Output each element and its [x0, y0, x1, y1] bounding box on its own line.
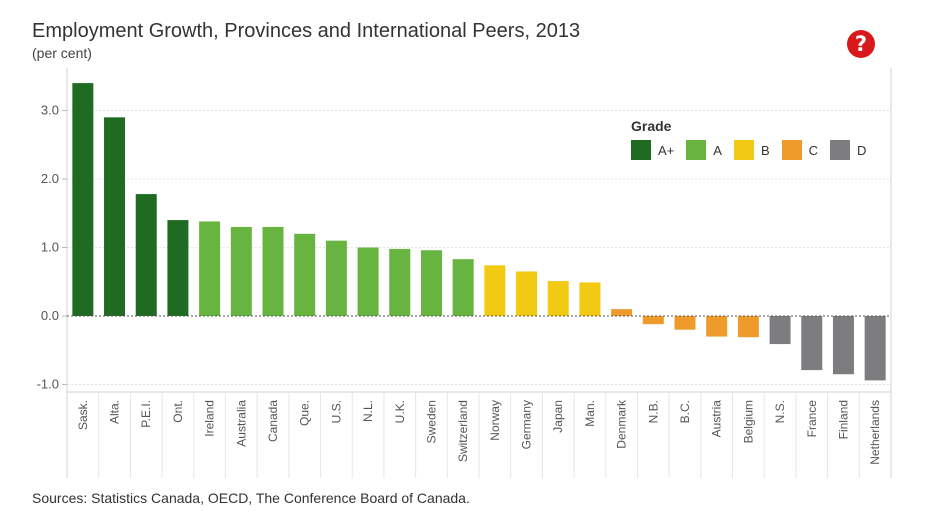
bar-nl [357, 247, 379, 316]
x-tick-label: Canada [266, 400, 280, 442]
legend-item: D [830, 140, 866, 160]
x-tick-label: Alta. [108, 400, 122, 424]
bar-que [294, 233, 316, 316]
bar-canada [262, 226, 284, 316]
legend-items: A+ A B C D [631, 140, 878, 160]
x-tick-label: Denmark [615, 399, 629, 449]
x-tick-label: N.B. [646, 400, 660, 423]
legend: Grade A+ A B C D [631, 118, 878, 160]
bar-france [801, 316, 823, 371]
y-tick-label: 3.0 [41, 103, 59, 118]
legend-swatch [781, 140, 802, 160]
x-tick-label: U.S. [329, 400, 343, 423]
x-tick-label: Japan [551, 400, 565, 433]
source-note: Sources: Statistics Canada, OECD, The Co… [32, 490, 470, 506]
legend-label: D [857, 142, 867, 158]
bar-pei [135, 194, 157, 316]
bar-ont [167, 220, 189, 316]
legend-swatch [830, 140, 850, 160]
question-mark-icon[interactable]: ? [847, 30, 875, 58]
y-tick-label: 0.0 [41, 308, 59, 323]
x-tick-label: Sask. [76, 400, 90, 430]
y-tick-label: 1.0 [41, 240, 59, 255]
x-tick-label: N.L. [361, 400, 375, 422]
x-tick-label: Finland [836, 400, 850, 439]
bar-alta [104, 117, 126, 316]
x-tick-label: Man. [583, 400, 597, 427]
bar-sweden [420, 250, 442, 316]
bar-switzerland [452, 259, 474, 316]
chart-subtitle: (per cent) [32, 45, 92, 61]
bar-us [325, 240, 347, 316]
x-tick-label: France [805, 400, 819, 438]
bar-finland [832, 316, 854, 375]
bar-bc [674, 316, 696, 330]
x-tick-label: U.K. [393, 400, 407, 423]
x-tick-label: Germany [520, 400, 534, 449]
legend-swatch [733, 140, 754, 160]
x-tick-label: Ireland [203, 400, 217, 437]
legend-label: A [713, 142, 722, 158]
x-tick-label: Belgium [741, 400, 755, 443]
bar-japan [547, 281, 569, 316]
legend-item: A+ [631, 140, 674, 160]
bar-ireland [199, 221, 221, 316]
x-tick-label: Austria [710, 400, 724, 438]
legend-label: C [808, 142, 818, 158]
x-tick-label: Sweden [424, 400, 438, 443]
legend-item: A [686, 140, 722, 160]
legend-label: A+ [658, 142, 675, 158]
bar-nb [642, 316, 664, 325]
x-tick-label: Australia [234, 400, 248, 447]
x-tick-label: Que. [298, 400, 312, 426]
x-tick-label: Netherlands [868, 400, 882, 465]
x-tick-label: Norway [488, 400, 502, 441]
legend-item: B [733, 140, 770, 160]
x-tick-label: N.S. [773, 400, 787, 423]
legend-swatch [686, 140, 707, 160]
bar-netherlands [864, 316, 886, 381]
x-tick-label: Switzerland [456, 400, 470, 462]
legend-title: Grade [631, 118, 672, 134]
x-tick-label: P.E.I. [139, 400, 153, 428]
x-tick-label: B.C. [678, 400, 692, 423]
bar-germany [516, 271, 538, 316]
legend-swatch [631, 140, 651, 160]
bar-man [579, 282, 601, 316]
bar-sask [72, 83, 94, 316]
bar-australia [230, 226, 252, 316]
bar-uk [389, 248, 411, 316]
legend-label: B [760, 142, 770, 158]
bar-austria [706, 316, 728, 337]
bar-denmark [611, 309, 633, 316]
bar-belgium [737, 316, 759, 338]
legend-item: C [781, 140, 818, 160]
chart-title: Employment Growth, Provinces and Interna… [32, 20, 581, 42]
y-tick-label: 2.0 [41, 171, 59, 186]
y-tick-label: -1.0 [37, 377, 59, 392]
x-tick-label: Ont. [171, 400, 185, 423]
bar-ns [769, 316, 791, 345]
bar-norway [484, 265, 506, 316]
